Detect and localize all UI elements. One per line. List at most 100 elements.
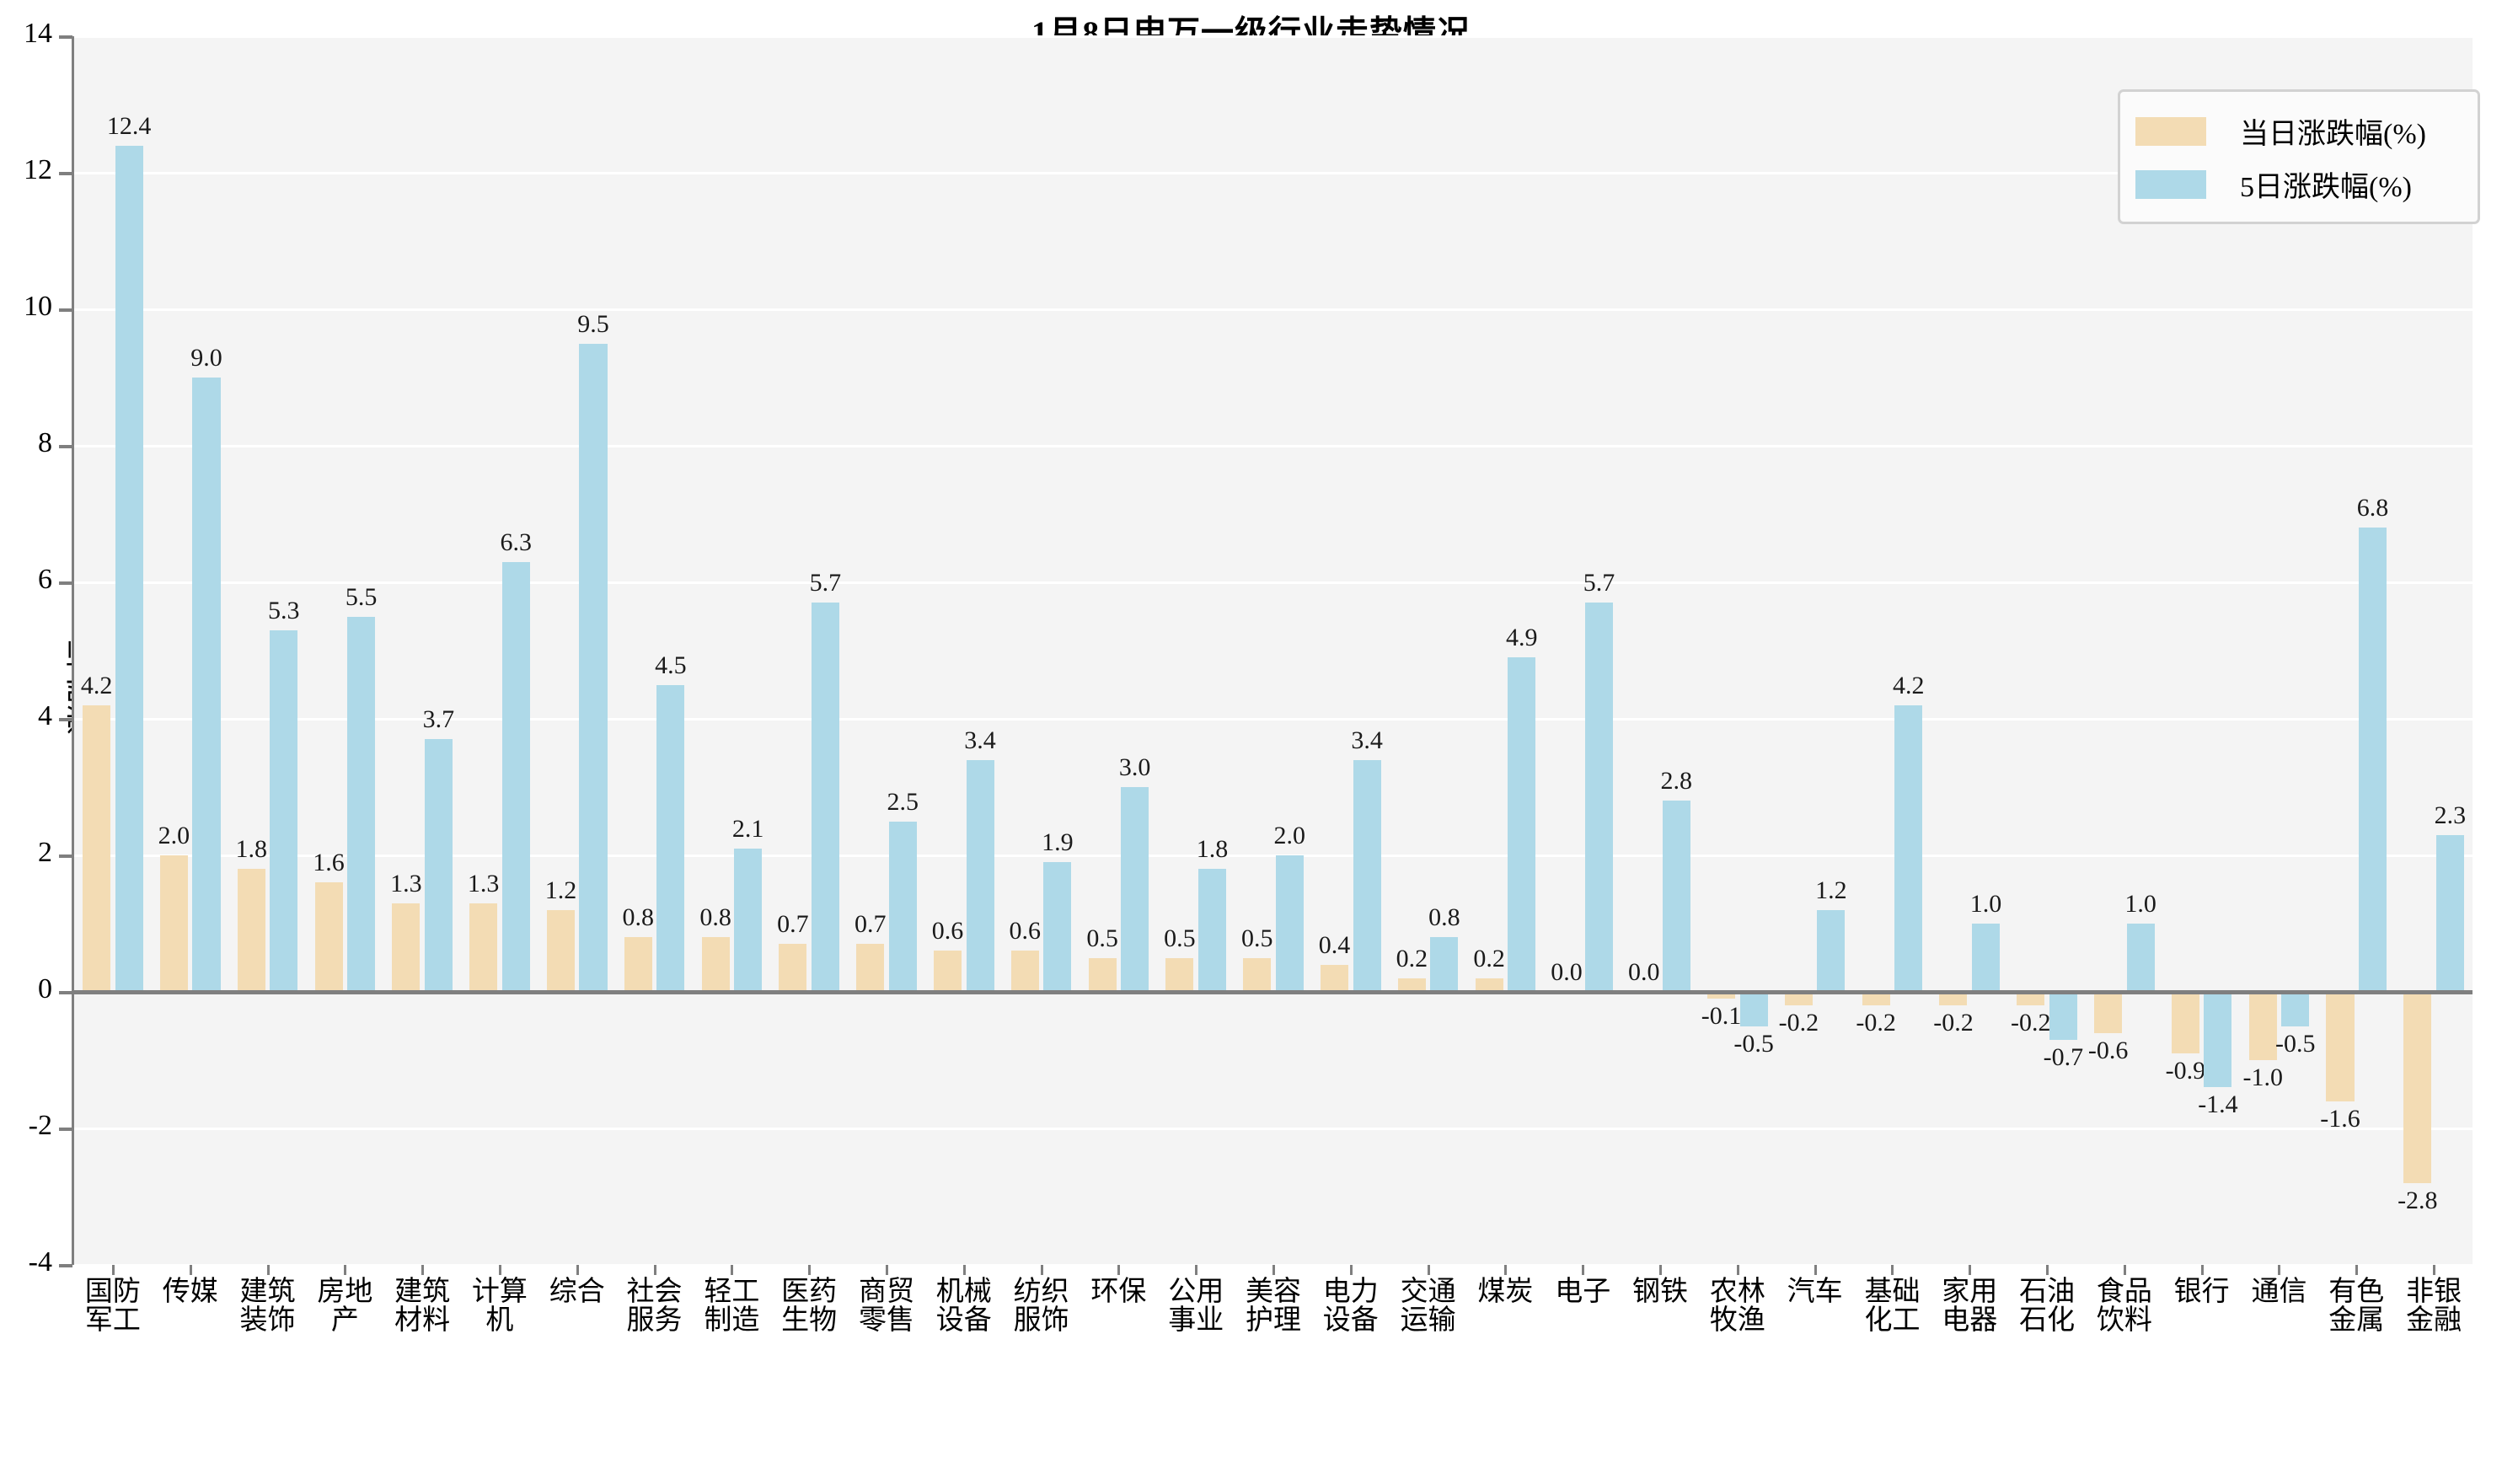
bar-daily[interactable]	[1243, 957, 1272, 992]
bar-five-day[interactable]	[1894, 704, 1923, 992]
bar-value-label: -0.6	[2087, 1036, 2129, 1064]
bar-daily[interactable]	[2248, 992, 2277, 1060]
bar-five-day[interactable]	[656, 684, 685, 992]
bar-daily[interactable]	[1784, 992, 1813, 1006]
bar-five-day[interactable]	[1584, 603, 1614, 992]
x-tick-label: 计算机	[471, 1277, 528, 1337]
bar-daily[interactable]	[159, 855, 188, 992]
x-tick-mark	[1582, 1265, 1585, 1275]
y-tick-label: 6	[38, 564, 52, 595]
bar-five-day[interactable]	[1043, 862, 1072, 992]
bar-five-day[interactable]	[1508, 657, 1536, 992]
bar-daily[interactable]	[237, 869, 265, 992]
x-tick-mark	[2278, 1265, 2281, 1275]
chart-legend: 当日涨跌幅(%) 5日涨跌幅(%)	[2118, 89, 2480, 224]
bar-value-label: 1.3	[467, 869, 500, 897]
x-tick-label: 国防军工	[84, 1277, 141, 1337]
bar-daily[interactable]	[1320, 964, 1349, 992]
bar-five-day[interactable]	[2281, 992, 2310, 1026]
bar-daily[interactable]	[1939, 992, 1968, 1006]
bar-daily[interactable]	[2017, 992, 2045, 1006]
bar-daily[interactable]	[1862, 992, 1890, 1006]
x-tick-label: 汽车	[1787, 1277, 1843, 1307]
bar-daily[interactable]	[2171, 992, 2199, 1053]
bar-group: 0.7 5.7	[770, 36, 848, 1265]
bar-daily[interactable]	[2094, 992, 2123, 1033]
x-tick-label: 美容护理	[1246, 1277, 1301, 1337]
bar-daily[interactable]	[314, 882, 343, 992]
x-tick-mark	[1195, 1265, 1198, 1275]
bar-value-label: 1.2	[544, 876, 577, 904]
bar-five-day[interactable]	[2126, 924, 2155, 992]
bar-group: 2.0 9.0	[152, 36, 229, 1265]
x-tick-mark	[1814, 1265, 1817, 1275]
bar-five-day[interactable]	[888, 821, 917, 992]
bar-five-day[interactable]	[2359, 528, 2387, 992]
bar-daily[interactable]	[469, 903, 498, 992]
bar-group: 0.0 2.8	[1621, 36, 1699, 1265]
bar-five-day[interactable]	[1739, 992, 1768, 1026]
bar-daily[interactable]	[1707, 992, 1736, 999]
bar-value-label: 1.2	[1815, 876, 1847, 904]
x-tick-label: 建筑材料	[394, 1277, 451, 1337]
bar-daily[interactable]	[1475, 978, 1503, 992]
bar-five-day[interactable]	[1275, 855, 1304, 992]
bar-daily[interactable]	[1165, 957, 1194, 992]
x-tick-mark	[111, 1265, 115, 1275]
bar-five-day[interactable]	[347, 616, 376, 992]
bar-value-label: 5.7	[809, 569, 842, 597]
bar-five-day[interactable]	[270, 629, 298, 992]
bar-value-label: -1.4	[2198, 1090, 2238, 1119]
bar-daily[interactable]	[392, 903, 421, 992]
bar-five-day[interactable]	[2435, 834, 2464, 992]
bar-five-day[interactable]	[1353, 759, 1381, 992]
bar-daily[interactable]	[624, 937, 652, 992]
x-tick-label: 建筑装饰	[239, 1277, 296, 1337]
bar-five-day[interactable]	[966, 759, 994, 992]
bar-daily[interactable]	[779, 944, 807, 992]
x-tick-label: 医药生物	[781, 1277, 838, 1337]
bar-group: 1.2 9.5	[538, 36, 616, 1265]
bar-group: 1.3 3.7	[383, 36, 461, 1265]
bar-daily[interactable]	[1088, 957, 1117, 992]
bar-five-day[interactable]	[424, 739, 453, 992]
bar-five-day[interactable]	[1662, 801, 1690, 992]
x-tick-mark	[1272, 1265, 1275, 1275]
bar-five-day[interactable]	[1430, 937, 1459, 992]
bar-group: 1.8 5.3	[229, 36, 307, 1265]
bar-daily[interactable]	[933, 951, 962, 992]
gridline	[74, 1128, 2473, 1130]
bar-five-day[interactable]	[115, 145, 143, 992]
x-tick-label: 环保	[1090, 1277, 1147, 1307]
bar-five-day[interactable]	[579, 343, 608, 992]
bar-five-day[interactable]	[1972, 924, 2001, 992]
bar-daily[interactable]	[1010, 951, 1039, 992]
bar-five-day[interactable]	[501, 561, 530, 992]
bar-group: 0.6 1.9	[1003, 36, 1080, 1265]
bar-value-label: 0.2	[1473, 944, 1505, 972]
bar-group: -0.1 -0.5	[1699, 36, 1776, 1265]
bar-daily[interactable]	[701, 937, 730, 992]
bar-five-day[interactable]	[1197, 869, 1226, 992]
bar-five-day[interactable]	[2049, 992, 2077, 1040]
bar-five-day[interactable]	[734, 848, 763, 992]
x-tick-mark	[266, 1265, 270, 1275]
bar-daily[interactable]	[2326, 992, 2355, 1101]
bar-daily[interactable]	[546, 909, 575, 992]
bar-value-label: 2.0	[1273, 822, 1306, 849]
bar-five-day[interactable]	[811, 603, 839, 992]
bar-daily[interactable]	[856, 944, 885, 992]
bar-daily[interactable]	[1397, 978, 1426, 992]
bar-five-day[interactable]	[2204, 992, 2232, 1088]
x-tick-label: 房地产	[317, 1277, 373, 1337]
bar-value-label: 0.2	[1396, 944, 1428, 972]
bar-daily[interactable]	[2403, 992, 2432, 1183]
bar-value-label: 0.6	[1009, 917, 1042, 946]
bar-five-day[interactable]	[1817, 909, 1846, 992]
bar-value-label: -0.5	[1733, 1029, 1774, 1058]
bar-five-day[interactable]	[1121, 787, 1149, 992]
x-tick-label: 银行	[2173, 1277, 2230, 1307]
x-tick-label: 家用电器	[1942, 1277, 1998, 1337]
bar-five-day[interactable]	[192, 378, 221, 992]
bar-daily[interactable]	[83, 704, 111, 992]
